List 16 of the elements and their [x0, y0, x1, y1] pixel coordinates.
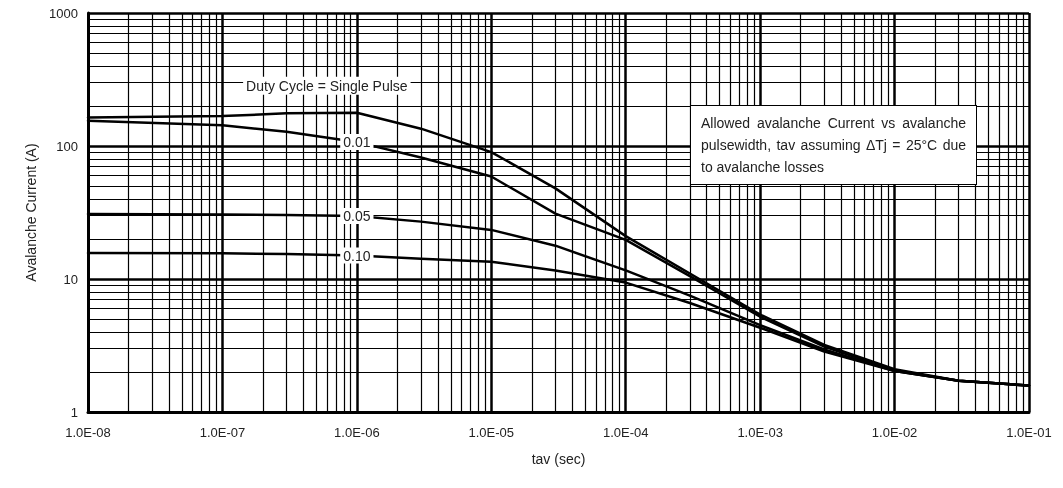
y-tick-label: 1000 [49, 5, 78, 21]
y-axis-title: Avalanche Current (A) [23, 143, 40, 282]
y-tick-label: 10 [63, 271, 78, 287]
x-tick-label: 1.0E-08 [65, 425, 111, 440]
x-tick-label: 1.0E-03 [737, 425, 783, 440]
y-tick-label: 100 [56, 138, 78, 154]
series-label: Duty Cycle = Single Pulse [246, 77, 408, 94]
x-tick-label: 1.0E-05 [468, 425, 515, 440]
annotation: Allowed avalanche Current vs avalanche pulsewidth, tav assuming ΔTj = 25°C due to avalanche losses [690, 105, 977, 185]
x-tick-label: 1.0E-02 [871, 425, 918, 440]
y-tick-label: 1 [70, 404, 78, 420]
x-tick-label: 1.0E-06 [334, 425, 380, 440]
x-tick-label: 1.0E-07 [199, 425, 246, 440]
x-axis-title: tav (sec) [531, 451, 586, 467]
x-tick-label: 1.0E-01 [1006, 425, 1052, 440]
x-tick-label: 1.0E-04 [602, 425, 649, 440]
